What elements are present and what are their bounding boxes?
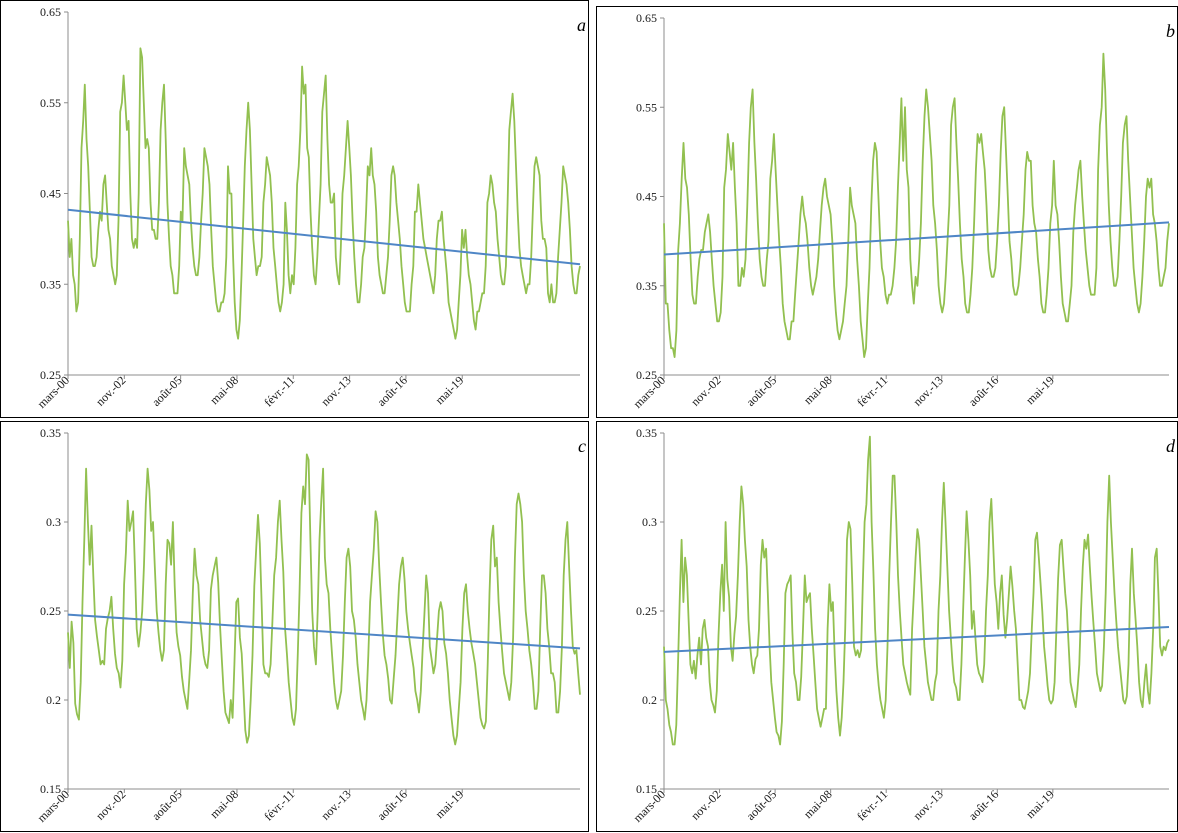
- x-tick-label: mai-19: [432, 373, 466, 407]
- y-tick-label: 0.45: [40, 187, 61, 201]
- x-tick-label: août-16: [966, 787, 1002, 823]
- x-tick-label: févr.-11: [854, 787, 890, 823]
- y-tick-label: 0.55: [40, 96, 61, 110]
- x-tick-label: mai-08: [801, 373, 835, 407]
- x-tick-label: nov.-02: [688, 787, 724, 823]
- panel-letter: c: [578, 436, 586, 456]
- x-tick-label: nov.-13: [910, 787, 946, 823]
- y-tick-label: 0.3: [46, 515, 61, 529]
- panel-letter: a: [577, 15, 586, 35]
- x-tick-label: nov.-13: [318, 787, 354, 823]
- y-tick-label: 0.65: [40, 5, 61, 19]
- series-line-ndvi: [67, 47, 581, 340]
- y-tick-label: 0.25: [636, 604, 657, 618]
- panel-letter: d: [1166, 436, 1176, 456]
- y-tick-label: 0.35: [40, 426, 61, 440]
- series-line-ndvi: [663, 52, 1170, 359]
- x-tick-label: nov.-13: [910, 373, 946, 409]
- x-tick-label: août-05: [149, 373, 185, 409]
- chart-panel-a: 0.25 0.35 0.45 0.55 0.65 mars-00 nov.-02 août-0…: [0, 0, 589, 418]
- panel-letter: b: [1166, 21, 1175, 41]
- chart-panel-c: 0.15 0.2 0.25 0.3 0.35 mars-00 nov.-02 août-05 m…: [0, 421, 589, 832]
- x-tick-label: août-05: [149, 787, 185, 823]
- y-tick-label: 0.35: [40, 277, 61, 291]
- x-tick-label: mai-19: [432, 787, 466, 821]
- trend-line: [663, 626, 1170, 653]
- trend-line: [663, 221, 1170, 256]
- x-tick-label: nov.-02: [93, 787, 129, 823]
- x-tick-label: août-16: [374, 373, 410, 409]
- x-tick-label: mai-08: [207, 373, 241, 407]
- y-tick-label: 0.65: [636, 11, 657, 25]
- y-tick-label: 0.25: [40, 368, 61, 382]
- chart-panel-b: 0.25 0.35 0.45 0.55 0.65 mars-00 nov.-02 août-0…: [596, 6, 1178, 418]
- y-tick-label: 0.25: [636, 368, 657, 382]
- x-tick-label: nov.-02: [93, 373, 129, 409]
- x-tick-label: févr.-11: [854, 373, 890, 409]
- y-tick-label: 0.15: [636, 782, 657, 796]
- series-line-ndvi: [67, 453, 581, 746]
- y-tick-label: 0.35: [636, 279, 657, 293]
- y-tick-label: 0.2: [642, 693, 657, 707]
- chart-panel-d: 0.15 0.2 0.25 0.3 0.35 mars-00 nov.-02 août-05 m…: [596, 421, 1178, 832]
- y-tick-label: 0.25: [40, 604, 61, 618]
- x-tick-label: mai-19: [1023, 787, 1057, 821]
- y-tick-label: 0.45: [636, 190, 657, 204]
- trend-line: [67, 208, 581, 266]
- x-tick-label: mai-08: [207, 787, 241, 821]
- y-tick-label: 0.55: [636, 100, 657, 114]
- x-tick-label: mai-19: [1023, 373, 1057, 407]
- x-tick-label: août-16: [374, 787, 410, 823]
- y-tick-label: 0.35: [636, 426, 657, 440]
- x-tick-label: févr.-11: [261, 373, 297, 409]
- trend-line: [67, 613, 581, 650]
- x-tick-label: août-16: [966, 373, 1002, 409]
- y-tick-label: 0.15: [40, 782, 61, 796]
- x-tick-label: nov.-02: [688, 373, 724, 409]
- x-tick-label: août-05: [743, 373, 779, 409]
- y-tick-label: 0.2: [46, 693, 61, 707]
- x-tick-label: nov.-13: [318, 373, 354, 409]
- x-tick-label: févr.-11: [261, 787, 297, 823]
- x-tick-label: août-05: [743, 787, 779, 823]
- series-line-ndvi: [663, 435, 1170, 746]
- x-tick-label: mai-08: [801, 787, 835, 821]
- y-tick-label: 0.3: [642, 515, 657, 529]
